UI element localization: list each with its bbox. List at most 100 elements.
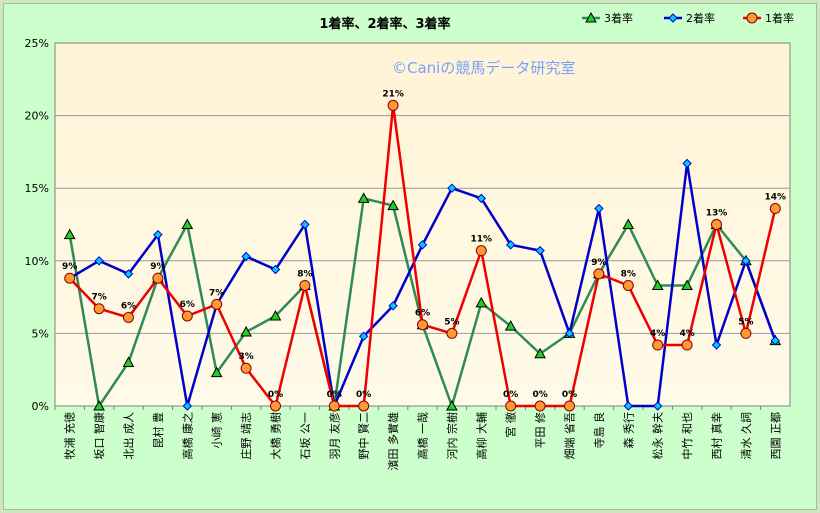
data-point-marker	[446, 399, 458, 411]
data-point-marker	[357, 192, 370, 203]
y-tick-label: 0%	[32, 400, 49, 413]
data-point-marker	[64, 272, 76, 284]
data-label: 14%	[765, 193, 787, 203]
data-point-marker	[564, 400, 575, 412]
data-label: 5%	[444, 317, 459, 327]
x-category-label: 清水 久詞	[740, 412, 753, 460]
data-point-marker	[93, 303, 105, 315]
data-point-marker	[769, 203, 781, 215]
data-point-marker	[622, 279, 634, 291]
data-point-marker	[387, 99, 399, 111]
data-label: 9%	[591, 258, 606, 268]
data-point-marker	[181, 310, 193, 322]
data-label: 6%	[121, 301, 136, 311]
data-point-marker	[181, 218, 194, 229]
data-point-marker	[300, 219, 310, 230]
data-point-marker	[211, 298, 223, 310]
data-point-marker	[652, 339, 664, 351]
watermark-text: ©Caniの競馬データ研究室	[392, 59, 575, 77]
legend-marker	[585, 11, 597, 23]
data-label: 0%	[356, 390, 371, 400]
data-point-marker	[270, 400, 281, 412]
legend-label: 2着率	[686, 11, 715, 25]
x-category-label: 野中 賢二	[358, 412, 371, 460]
data-point-marker	[417, 319, 428, 331]
data-point-marker	[210, 366, 223, 378]
x-category-label: 小崎 憲	[210, 412, 224, 449]
x-category-label: 坂口 智康	[92, 412, 106, 460]
data-point-marker	[505, 240, 516, 250]
data-point-marker	[269, 309, 282, 321]
data-label: 7%	[209, 288, 224, 298]
data-point-marker	[564, 328, 575, 339]
x-axis-categories: 牧浦 充徳 坂口 智康 北出 成人 昆村 豊 高橋 康之 小崎 憲 庄野 靖志 大橋 勇樹 石坂…	[54, 406, 782, 471]
data-label: 0%	[503, 390, 518, 400]
data-label: 6%	[415, 309, 430, 319]
data-point-marker	[505, 400, 517, 412]
data-point-marker	[387, 199, 399, 211]
y-axis-ticks: 0% 5% 10% 15% 20% 25%	[25, 37, 49, 413]
data-label: 0%	[268, 390, 283, 400]
y-tick-label: 5%	[32, 327, 49, 340]
data-point-marker	[447, 183, 457, 193]
data-label: 13%	[706, 209, 728, 219]
data-label: 5%	[738, 317, 753, 327]
legend: 3着率 2着率 1着率	[582, 11, 794, 25]
data-point-marker	[504, 320, 517, 331]
data-point-marker	[123, 311, 134, 323]
data-label: 4%	[679, 329, 694, 339]
data-point-marker	[770, 335, 781, 346]
data-point-marker	[651, 279, 664, 290]
data-point-marker	[476, 193, 487, 204]
data-label: 0%	[562, 390, 577, 400]
x-category-label: 寺島 良	[592, 412, 606, 449]
data-point-marker	[328, 400, 340, 412]
data-point-marker	[534, 347, 546, 359]
data-point-marker	[358, 331, 369, 342]
data-point-marker	[475, 245, 487, 257]
x-category-label: 河内 宗樹	[445, 412, 459, 460]
x-category-label: 高橋 一哉	[416, 412, 430, 460]
data-label: 8%	[621, 269, 636, 279]
x-category-label: 宮 徹	[504, 412, 518, 438]
y-tick-label: 20%	[25, 110, 49, 123]
data-point-marker	[153, 229, 163, 240]
data-label: 4%	[650, 329, 665, 339]
data-label: 6%	[180, 300, 195, 310]
chart-title: 1着率、2着率、3着率	[319, 16, 450, 32]
x-category-label: 高橋 康之	[180, 412, 194, 460]
data-point-marker	[534, 400, 546, 412]
x-category-label: 畑端 省吾	[564, 412, 577, 460]
data-point-marker	[182, 401, 193, 411]
y-tick-label: 15%	[25, 182, 49, 195]
data-label: 7%	[91, 293, 106, 303]
data-label: 8%	[297, 269, 312, 279]
data-point-marker	[270, 264, 281, 275]
data-point-marker	[63, 228, 76, 240]
data-label: 21%	[382, 89, 404, 99]
data-label: 11%	[471, 235, 493, 245]
data-point-marker	[122, 356, 135, 367]
data-point-marker	[711, 219, 722, 230]
data-point-marker	[475, 296, 488, 308]
data-point-marker	[94, 256, 104, 266]
data-point-marker	[299, 279, 311, 291]
data-point-marker	[622, 218, 635, 229]
data-point-marker	[152, 272, 164, 284]
x-category-label: 石坂 公一	[299, 412, 312, 460]
y-tick-label: 10%	[25, 255, 49, 268]
x-category-label: 庄野 靖志	[239, 412, 253, 460]
legend-label: 1着率	[765, 11, 794, 25]
x-category-label: 高柳 大輔	[474, 412, 488, 460]
data-point-marker	[594, 203, 604, 214]
data-point-marker	[535, 245, 545, 256]
x-category-label: 濱田 多實雄	[386, 412, 400, 471]
data-point-marker	[240, 362, 252, 374]
x-category-label: 昆村 豊	[151, 412, 165, 449]
x-category-label: 大橋 勇樹	[269, 412, 283, 460]
data-labels-layer: 9% 7% 6% 9% 6% 7% 3% 0% 8% 0% 0% 21% 6% 5% 11% 0% 0% 0% 9%…	[62, 89, 786, 400]
data-point-marker	[593, 268, 605, 280]
x-category-label: 中竹 和也	[680, 412, 694, 460]
legend-label: 3着率	[604, 11, 633, 25]
data-point-marker	[623, 401, 634, 411]
